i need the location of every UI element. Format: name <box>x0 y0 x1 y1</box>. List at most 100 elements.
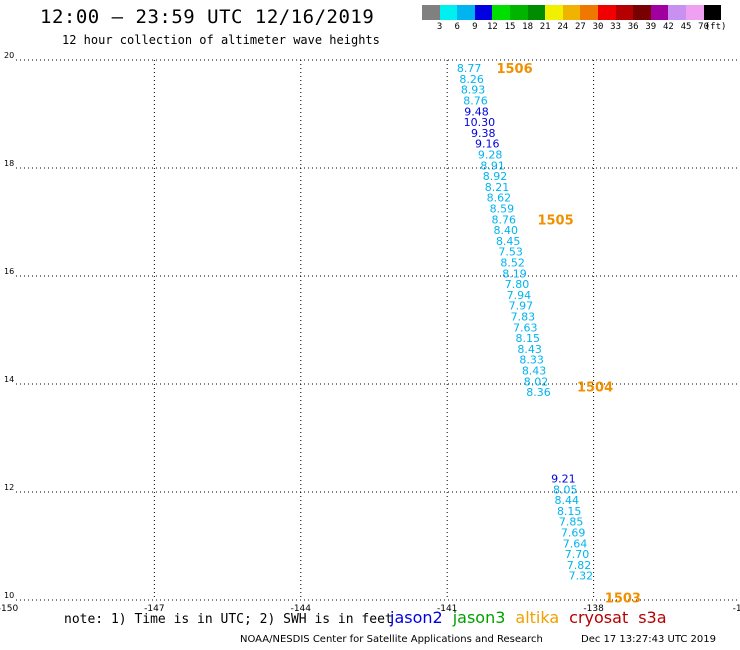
wave-height-label: 8.77 <box>457 62 482 75</box>
wave-height-label: 8.15 <box>515 332 540 345</box>
color-scale-tick-label: 45 <box>680 22 692 32</box>
orbit-pass-label: 1506 <box>496 62 532 77</box>
wave-height-label: 8.45 <box>496 235 521 248</box>
color-swatch <box>685 5 704 20</box>
color-swatch <box>509 5 528 20</box>
wave-height-label: 7.83 <box>511 311 536 324</box>
y-tick-label: 20 <box>4 51 14 60</box>
color-swatch <box>457 5 475 20</box>
wave-height-label: 7.85 <box>559 516 584 529</box>
color-scale-tick-label: 33 <box>610 22 622 32</box>
color-scale-tick-label: 15 <box>504 22 516 32</box>
color-swatch <box>439 5 458 20</box>
credit-line: NOAA/NESDIS Center for Satellite Applica… <box>240 634 543 645</box>
color-scale-tick-label: 6 <box>454 22 460 32</box>
y-tick-label: 16 <box>4 267 14 276</box>
wave-height-label: 7.80 <box>505 278 530 291</box>
color-scale-tick-label: 36 <box>627 22 639 32</box>
color-swatch <box>650 5 669 20</box>
color-scale-tick-label: 39 <box>645 22 657 32</box>
y-tick-label: 12 <box>4 483 14 492</box>
satellite-legend: jason2 jason3 altika cryosat s3a <box>390 608 677 627</box>
chart-title: 12:00 – 23:59 UTC 12/16/2019 <box>40 6 375 28</box>
x-tick-label: -144 <box>291 604 312 614</box>
wave-height-label: 8.92 <box>483 170 508 183</box>
color-scale-tick-label: 24 <box>557 22 569 32</box>
wave-height-label: 8.76 <box>463 95 488 108</box>
wave-height-label: 8.52 <box>500 257 525 270</box>
color-swatch <box>527 5 546 20</box>
color-scale-tick-label: 12 <box>486 22 498 32</box>
color-scale-unit: (ft) <box>704 22 727 32</box>
wave-height-label: 8.62 <box>487 192 512 205</box>
color-scale-tick-label: 30 <box>592 22 604 32</box>
wave-height-label: 7.97 <box>509 300 534 313</box>
x-tick-label: -13 <box>733 604 740 614</box>
wave-height-label: 8.26 <box>459 73 484 86</box>
wave-height-label: 8.43 <box>522 365 547 378</box>
color-swatch <box>597 5 616 20</box>
color-swatch <box>422 5 440 20</box>
wave-height-label: 8.43 <box>517 343 542 356</box>
x-tick-label: -138 <box>583 604 604 614</box>
wave-height-label: 7.53 <box>498 246 523 259</box>
color-swatch <box>492 5 510 20</box>
wave-height-label: 8.44 <box>555 494 580 507</box>
wave-height-label: 7.70 <box>565 548 590 561</box>
color-swatch <box>562 5 581 20</box>
wave-height-label: 8.91 <box>480 159 505 172</box>
orbit-pass-label: 1503 <box>605 591 641 606</box>
wave-height-label: 8.02 <box>524 375 549 388</box>
orbit-pass-label: 1505 <box>537 213 573 228</box>
footnote: note: 1) Time is in UTC; 2) SWH is in fe… <box>64 612 393 627</box>
y-tick-label: 14 <box>4 375 14 384</box>
wave-height-label: 8.93 <box>461 84 486 97</box>
x-tick-label: -150 <box>0 604 18 614</box>
x-tick-label: -147 <box>144 604 164 614</box>
wave-height-label: 8.76 <box>492 213 517 226</box>
color-scale-ticks: 3 6 9 12 15 18 21 24 27 30 33 36 39 42 45 70 (ft) <box>422 22 740 34</box>
wave-height-label: 7.32 <box>569 570 594 583</box>
wave-height-label: 7.94 <box>507 289 532 302</box>
x-tick-label: -141 <box>437 604 457 614</box>
wave-height-label: 8.40 <box>494 224 519 237</box>
wave-height-label: 8.33 <box>519 354 544 367</box>
color-swatch <box>474 5 493 20</box>
wave-height-label: 9.28 <box>478 149 503 162</box>
wave-height-label: 7.69 <box>561 527 586 540</box>
wave-height-label: 8.05 <box>553 483 578 496</box>
satellite-legend-cryosat: cryosat <box>569 608 629 627</box>
wave-height-label: 7.64 <box>563 537 588 550</box>
satellite-legend-s3a: s3a <box>638 608 667 627</box>
satellite-legend-jason3: jason3 <box>452 608 506 627</box>
color-swatch <box>703 5 722 20</box>
wave-height-label: 8.36 <box>526 386 551 399</box>
satellite-legend-jason2: jason2 <box>390 608 443 627</box>
color-scale-tick-label: 21 <box>539 22 551 32</box>
wave-height-label: 9.16 <box>475 138 500 151</box>
orbit-pass-label: 1504 <box>577 381 613 396</box>
wave-height-label: 8.21 <box>485 181 510 194</box>
y-tick-label: 10 <box>4 591 14 600</box>
wave-height-label: 9.48 <box>464 105 489 118</box>
wave-height-label: 8.59 <box>490 203 515 216</box>
wave-height-label: 9.38 <box>471 127 496 140</box>
wave-height-label: 8.15 <box>557 505 582 518</box>
color-swatch <box>545 5 563 20</box>
color-scale-tick-label: 27 <box>574 22 586 32</box>
color-scale-tick-label: 18 <box>522 22 534 32</box>
satellite-legend-altika: altika <box>515 608 560 627</box>
color-scale-tick-label: 9 <box>472 22 478 32</box>
chart-subtitle: 12 hour collection of altimeter wave hei… <box>62 33 380 47</box>
color-scale-tick-label: 3 <box>436 22 443 32</box>
color-swatch <box>580 5 598 20</box>
generation-timestamp: Dec 17 13:27:43 UTC 2019 <box>581 634 716 645</box>
color-swatch <box>633 5 651 20</box>
color-swatch <box>615 5 634 20</box>
color-scale-tick-label: 42 <box>662 22 674 32</box>
wave-height-label: 8.19 <box>502 267 527 280</box>
color-scale-tick-label: 70 <box>698 22 710 32</box>
wave-height-label: 7.63 <box>513 321 538 334</box>
wave-height-label: 9.21 <box>551 473 576 486</box>
color-swatch <box>668 5 686 20</box>
